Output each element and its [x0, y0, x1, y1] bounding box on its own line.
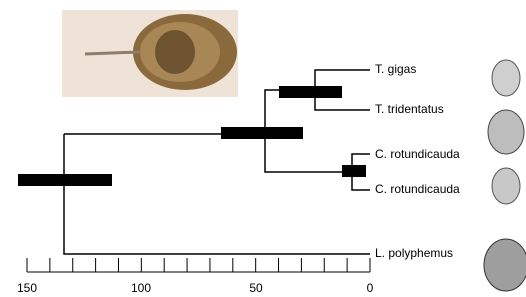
taxon-label: T. tridentatus: [375, 102, 444, 116]
crab-photo: [62, 10, 238, 97]
axis-tick-label: 150: [17, 281, 37, 295]
taxon-label: T. gigas: [375, 62, 416, 76]
taxon-label: C. rotundicauda: [375, 147, 460, 161]
age-bars: [18, 86, 366, 186]
taxon-label: C. rotundicauda: [375, 182, 460, 196]
time-axis: [27, 258, 370, 272]
specimen-images: [462, 55, 526, 297]
axis-tick-label: 0: [367, 281, 374, 295]
phylogeny-figure: T. gigas T. tridentatus C. rotundicauda …: [0, 0, 526, 297]
taxon-label: L. polyphemus: [375, 246, 453, 260]
axis-tick-label: 100: [131, 281, 151, 295]
axis-tick-label: 50: [249, 281, 263, 295]
